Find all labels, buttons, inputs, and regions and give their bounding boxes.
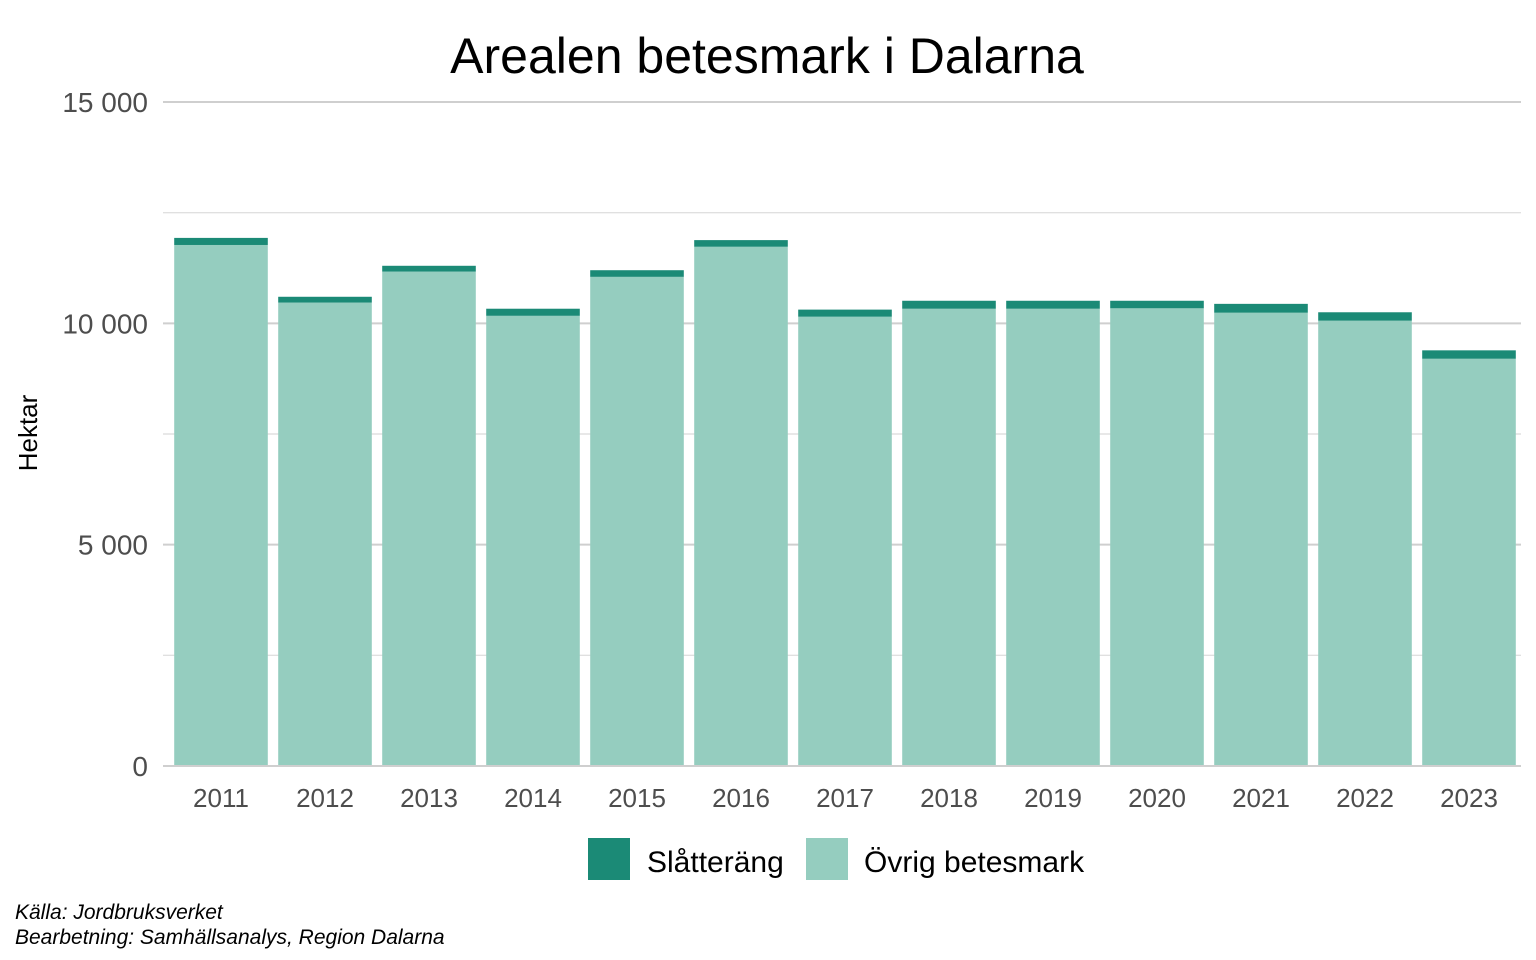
x-tick-label: 2020: [1128, 783, 1186, 813]
chart-title: Arealen betesmark i Dalarna: [450, 28, 1084, 84]
bar-övrig-betesmark-2011: [174, 244, 268, 767]
bars: [163, 237, 1521, 767]
legend: Slåtteräng Övrig betesmark: [588, 838, 1085, 880]
source-caption: Källa: Jordbruksverket: [15, 901, 223, 924]
x-tick-label: 2016: [712, 783, 770, 813]
bar-slåtteräng-2014: [486, 308, 580, 316]
y-tick-label: 5 000: [78, 530, 148, 561]
bar-övrig-betesmark-2018: [902, 308, 996, 766]
x-axis-ticks: 2011 2012 2013 2014 2015 2016 2017 2018 2019 2020…: [193, 783, 1498, 813]
x-tick-label: 2014: [504, 783, 562, 813]
processing-caption: Bearbetning: Samhällsanalys, Region Dala…: [15, 926, 445, 949]
bar-övrig-betesmark-2017: [798, 316, 892, 766]
bar-slåtteräng-2017: [798, 309, 892, 317]
bar-övrig-betesmark-2020: [1110, 308, 1204, 766]
bar-övrig-betesmark-2016: [694, 246, 788, 766]
x-tick-label: 2017: [816, 783, 874, 813]
x-tick-label: 2019: [1024, 783, 1082, 813]
bar-slåtteräng-2012: [278, 296, 372, 303]
bar-slåtteräng-2018: [902, 300, 996, 309]
x-tick-label: 2018: [920, 783, 978, 813]
bar-övrig-betesmark-2013: [382, 271, 476, 766]
bar-övrig-betesmark-2019: [1006, 308, 1100, 766]
x-tick-label: 2012: [296, 783, 354, 813]
bar-slåtteräng-2019: [1006, 300, 1100, 309]
bar-övrig-betesmark-2014: [486, 315, 580, 766]
bar-övrig-betesmark-2023: [1422, 358, 1516, 766]
bar-övrig-betesmark-2021: [1214, 312, 1308, 766]
bar-slåtteräng-2013: [382, 265, 476, 272]
x-tick-label: 2023: [1440, 783, 1498, 813]
bar-slåtteräng-2011: [174, 237, 268, 245]
y-axis-label: Hektar: [13, 394, 43, 471]
bar-övrig-betesmark-2012: [278, 302, 372, 766]
y-axis-ticks: 0 5 000 10 000 15 000: [62, 87, 148, 782]
legend-label: Slåtteräng: [647, 846, 784, 879]
bar-övrig-betesmark-2015: [590, 276, 684, 766]
bar-slåtteräng-2021: [1214, 303, 1308, 313]
bar-slåtteräng-2023: [1422, 350, 1516, 359]
x-tick-label: 2013: [400, 783, 458, 813]
y-tick-label: 10 000: [62, 308, 148, 339]
legend-swatch: [806, 838, 848, 880]
legend-label: Övrig betesmark: [864, 846, 1085, 879]
x-tick-label: 2021: [1232, 783, 1290, 813]
y-tick-label: 15 000: [62, 87, 148, 118]
x-tick-label: 2011: [193, 783, 249, 813]
bar-övrig-betesmark-2022: [1318, 320, 1412, 766]
y-tick-label: 0: [132, 751, 148, 782]
bar-slåtteräng-2020: [1110, 300, 1204, 309]
legend-swatch: [588, 838, 630, 880]
bar-slåtteräng-2022: [1318, 312, 1412, 321]
x-tick-label: 2022: [1336, 783, 1394, 813]
bar-slåtteräng-2015: [590, 270, 684, 277]
bar-slåtteräng-2016: [694, 240, 788, 247]
x-tick-label: 2015: [608, 783, 666, 813]
